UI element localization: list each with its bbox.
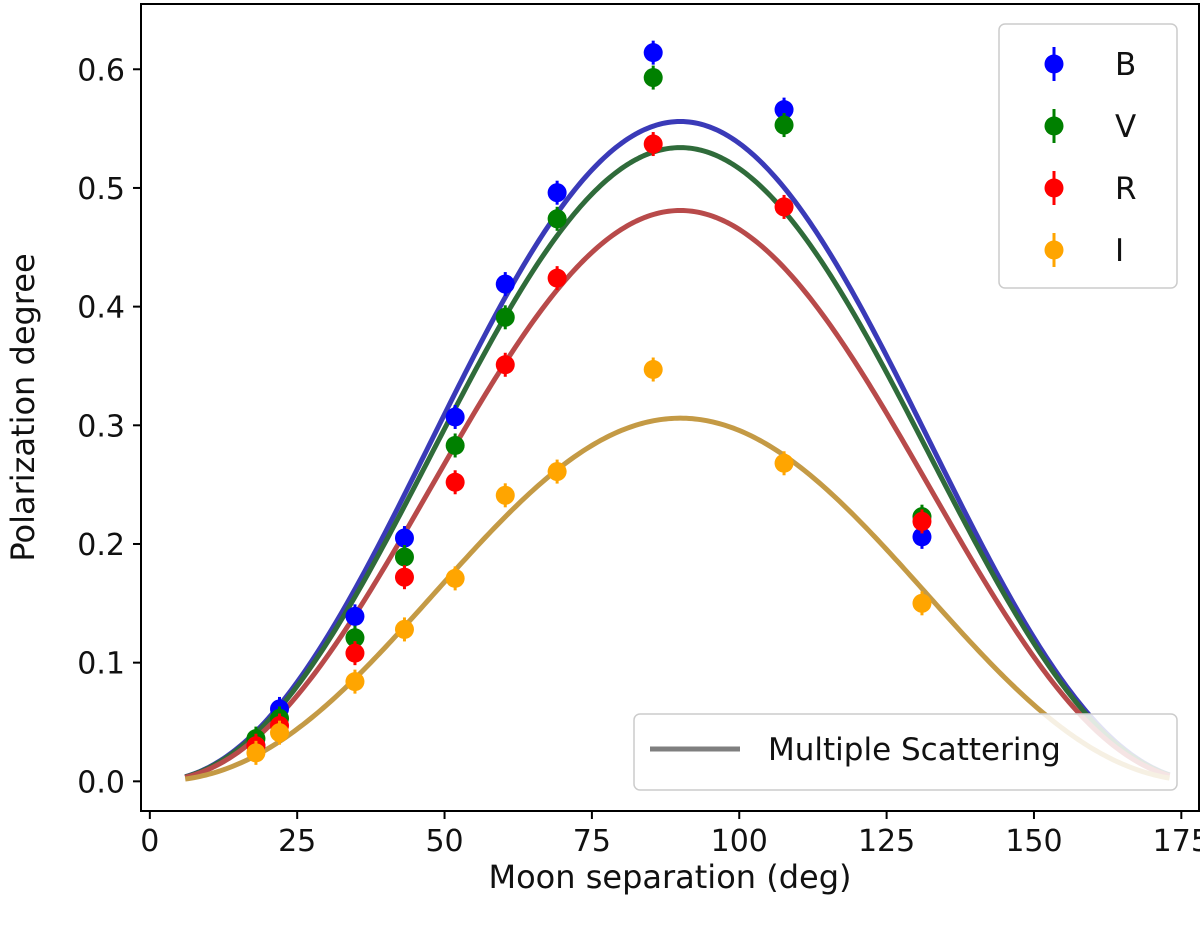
data-point-i	[495, 485, 515, 505]
data-point-i	[394, 619, 414, 639]
x-tick-label: 75	[573, 824, 611, 859]
data-points	[246, 40, 932, 765]
legend-model-frame	[633, 713, 1178, 791]
data-point-b	[643, 43, 663, 63]
x-tick-label: 100	[711, 824, 768, 859]
y-tick-label: 0.1	[77, 647, 125, 682]
data-point-r	[495, 355, 515, 375]
data-point-r	[345, 643, 365, 663]
legend-model-label: Multiple Scattering	[768, 732, 1061, 768]
data-point-b	[394, 528, 414, 548]
legend-model: Multiple Scattering	[633, 713, 1178, 791]
data-point-r	[394, 567, 414, 587]
data-point-b	[912, 527, 932, 547]
data-point-v	[774, 115, 794, 135]
data-point-v	[643, 68, 663, 88]
data-point-v	[445, 435, 465, 455]
data-point-i	[445, 568, 465, 588]
data-point-i	[270, 723, 290, 743]
data-point-b	[495, 274, 515, 294]
data-point-v	[345, 628, 365, 648]
data-point-i	[547, 462, 567, 482]
x-tick-label: 175	[1153, 824, 1200, 859]
data-point-b	[774, 100, 794, 120]
y-axis-label: Polarization degree	[4, 253, 42, 561]
legend-series-frame	[998, 23, 1178, 289]
legend-label-v: V	[1115, 109, 1136, 145]
x-tick-label: 25	[278, 824, 316, 859]
x-tick-label: 125	[858, 824, 915, 859]
data-point-v	[495, 307, 515, 327]
y-axis-ticks: 0.0 0.1 0.2 0.3 0.4 0.5 0.6	[77, 53, 141, 800]
y-tick-label: 0.4	[77, 291, 125, 326]
data-point-r	[547, 268, 567, 288]
data-point-v	[394, 547, 414, 567]
y-tick-label: 0.0	[77, 765, 125, 800]
legend-marker-v	[1044, 116, 1064, 136]
x-axis-label: Moon separation (deg)	[488, 858, 851, 896]
data-point-b	[547, 183, 567, 203]
y-tick-label: 0.3	[77, 409, 125, 444]
x-tick-label: 150	[1005, 824, 1062, 859]
data-point-r	[912, 511, 932, 531]
data-point-b	[445, 407, 465, 427]
legend-label-b: B	[1115, 47, 1136, 83]
data-point-r	[774, 197, 794, 217]
legend-marker-i	[1044, 240, 1064, 260]
data-point-i	[912, 593, 932, 613]
data-point-i	[643, 360, 663, 380]
x-tick-label: 0	[140, 824, 159, 859]
model-curve-b	[184, 118, 1171, 780]
data-point-v	[547, 209, 567, 229]
legend-marker-r	[1044, 178, 1064, 198]
x-tick-label: 50	[425, 824, 463, 859]
y-tick-label: 0.5	[77, 172, 125, 207]
data-point-i	[345, 672, 365, 692]
model-curve-v	[184, 145, 1171, 780]
plot-frame	[140, 3, 1200, 812]
data-point-i	[774, 453, 794, 473]
data-point-i	[246, 743, 266, 763]
data-point-r	[643, 134, 663, 154]
data-point-r	[445, 472, 465, 492]
y-tick-label: 0.6	[77, 53, 125, 88]
legend-marker-b	[1044, 54, 1064, 74]
legend-label-i: I	[1115, 233, 1124, 269]
legend-label-r: R	[1115, 171, 1137, 207]
y-tick-label: 0.2	[77, 528, 125, 563]
x-axis-ticks: 0 25 50 75 100 125 150 175	[140, 811, 1200, 859]
data-point-b	[345, 606, 365, 626]
